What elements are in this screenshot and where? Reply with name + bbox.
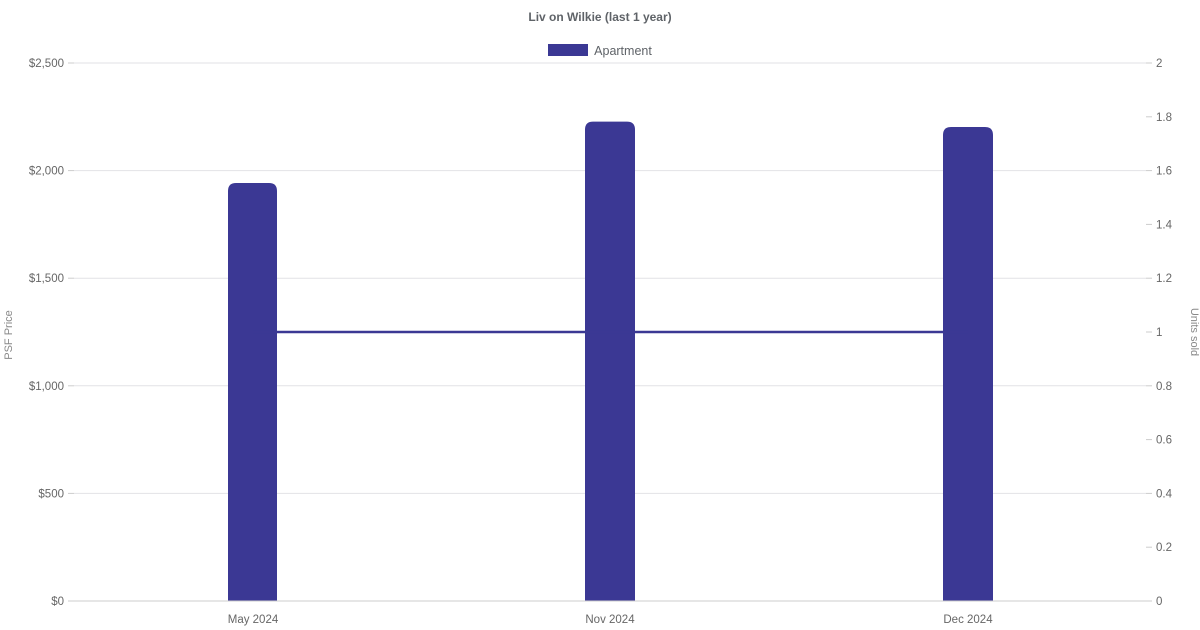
svg-text:1: 1	[1156, 327, 1162, 339]
svg-text:0.6: 0.6	[1156, 435, 1172, 447]
svg-text:0.8: 0.8	[1156, 381, 1172, 393]
svg-text:1.4: 1.4	[1156, 219, 1173, 231]
svg-text:1.2: 1.2	[1156, 273, 1172, 285]
svg-text:PSF Price: PSF Price	[3, 310, 15, 360]
svg-text:$1,500: $1,500	[29, 273, 64, 285]
svg-text:Nov 2024: Nov 2024	[585, 614, 635, 626]
svg-text:0: 0	[1156, 596, 1162, 608]
svg-text:1.8: 1.8	[1156, 112, 1172, 124]
svg-text:$1,000: $1,000	[29, 381, 64, 393]
svg-text:1.6: 1.6	[1156, 166, 1172, 178]
svg-text:May 2024: May 2024	[228, 614, 279, 626]
svg-text:$500: $500	[38, 488, 64, 500]
svg-text:$0: $0	[51, 596, 64, 608]
svg-text:$2,000: $2,000	[29, 166, 64, 178]
svg-text:Units sold: Units sold	[1188, 308, 1200, 356]
svg-text:Dec 2024: Dec 2024	[943, 614, 993, 626]
svg-text:0.4: 0.4	[1156, 488, 1173, 500]
svg-text:0.2: 0.2	[1156, 542, 1172, 554]
